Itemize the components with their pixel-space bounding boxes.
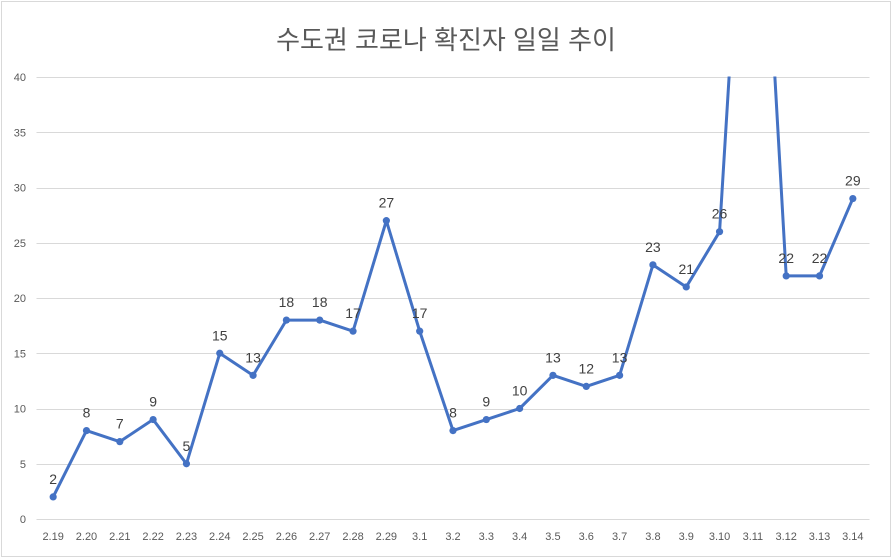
x-tick-label: 2.24 [209,531,230,543]
data-point-marker [849,194,857,203]
data-point-marker [449,427,457,435]
x-tick-label: 3.5 [545,531,560,543]
data-point-marker [815,272,824,280]
data-label: 13 [545,349,561,365]
data-label: 22 [812,250,828,266]
data-point-marker [349,327,357,335]
data-point-marker [116,438,124,446]
x-tick-label: 2.21 [109,531,130,543]
y-tick-label: 35 [14,127,26,139]
data-label: 12 [578,360,594,376]
data-label: 5 [183,438,191,454]
data-point-marker [549,371,557,379]
x-tick-label: 2.23 [176,531,197,543]
x-tick-label: 3.8 [645,531,660,543]
data-point-marker [182,460,191,468]
y-axis-tick-labels: 0 5 10 15 20 25 30 35 40 [14,72,26,526]
gridlines [36,77,870,520]
data-point-marker [782,272,790,280]
data-label: 23 [645,239,661,255]
data-point-marker [715,228,724,236]
data-label: 13 [245,349,261,365]
data-label: 26 [712,206,728,222]
data-label: 18 [279,294,295,310]
x-tick-label: 3.13 [809,531,830,543]
x-tick-label: 2.22 [142,531,163,543]
data-label: 13 [612,349,628,365]
data-point-marker [249,371,257,379]
data-point-marker [582,382,590,390]
data-point-marker [616,371,624,379]
data-point-marker [416,327,424,335]
data-point-marker [382,217,390,225]
x-tick-label: 2.28 [342,531,363,543]
data-point-marker [649,261,657,269]
x-tick-label: 3.4 [512,531,527,543]
data-point-marker [49,493,57,501]
chart-title: 수도권 코로나 확진자 일일 추이 [276,25,616,55]
data-label: 2 [49,471,57,487]
data-label: 8 [83,405,91,421]
data-point-marker [216,349,224,357]
y-tick-label: 10 [14,404,26,416]
y-tick-label: 30 [14,183,26,195]
y-tick-label: 5 [20,459,26,471]
data-label: 17 [412,305,428,321]
x-tick-label: 2.19 [42,531,63,543]
y-tick-label: 40 [14,72,26,84]
data-label: 10 [512,383,528,399]
data-point-marker [682,283,690,291]
series-line-group [49,76,857,501]
x-tick-label: 3.7 [612,531,627,543]
x-tick-label: 3.9 [679,531,694,543]
data-label: 9 [149,394,157,410]
y-tick-label: 20 [14,293,26,305]
data-point-marker [149,415,157,424]
data-label: 7 [116,416,124,432]
data-label: 21 [678,261,694,277]
data-point-marker [482,415,490,424]
data-label: 17 [345,305,361,321]
data-label: 22 [778,250,794,266]
x-tick-label: 2.26 [276,531,297,543]
x-tick-label: 3.11 [743,531,764,543]
data-label: 18 [312,294,328,310]
data-point-marker [516,404,524,413]
y-tick-label: 15 [14,348,26,360]
data-point-marker [82,427,91,435]
x-tick-label: 3.3 [479,531,494,543]
x-axis-tick-labels: 2.19 2.20 2.21 2.22 2.23 2.24 2.25 2.26 2.27 2.28… [42,531,863,543]
x-tick-label: 3.10 [709,531,730,543]
y-tick-label: 25 [14,238,26,250]
x-tick-label: 2.29 [376,531,397,543]
x-tick-label: 2.20 [76,531,97,543]
data-label: 29 [845,173,861,189]
data-label: 27 [379,195,395,211]
data-label: 15 [212,327,228,343]
data-labels: 2 8 7 9 5 15 13 18 18 17 27 17 8 9 10 13 12 13 23 21 26 22 22 2… [49,173,861,487]
data-point-marker [316,316,324,324]
data-label: 8 [449,405,457,421]
x-tick-label: 3.14 [842,531,863,543]
data-label: 9 [482,394,490,410]
x-tick-label: 3.6 [579,531,594,543]
x-tick-label: 2.27 [309,531,330,543]
x-tick-label: 3.12 [775,531,796,543]
x-tick-label: 2.25 [242,531,263,543]
data-point-marker [282,316,290,324]
y-tick-label: 0 [20,514,26,526]
x-tick-label: 3.1 [412,531,427,543]
x-tick-label: 3.2 [445,531,460,543]
